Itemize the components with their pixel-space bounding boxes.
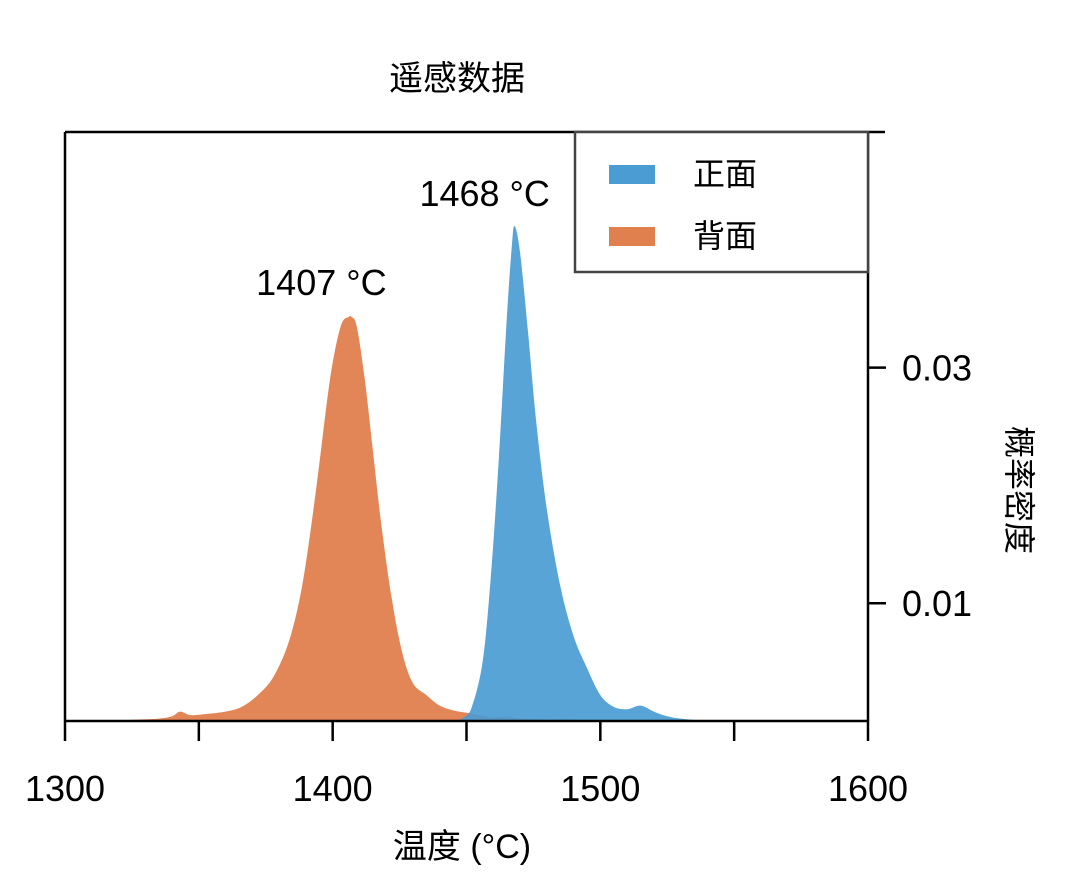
axes: 1300 1400 1500 1600 0.01 0.03 [25,130,972,809]
y-axis-label: 概率密度 [1001,426,1037,554]
density-area-front [455,225,708,721]
legend-swatch [609,227,655,246]
y-tick-label: 0.01 [902,583,972,624]
density-area-back [91,315,601,721]
chart-title: 遥感数据 [389,60,525,98]
legend-swatch [609,165,655,184]
legend-box [573,130,870,274]
x-axis-label: 温度 (°C) [393,828,531,866]
x-tick-label: 1400 [293,768,373,809]
x-tick-label: 1300 [25,768,105,809]
peak-annotation: 1468 °C [419,173,549,214]
annotations: 1468 °C 1407 °C [256,173,550,303]
plot-area [91,225,708,721]
legend-label: 正面 [693,156,757,192]
x-tick-label: 1600 [828,768,908,809]
peak-annotation: 1407 °C [256,262,386,303]
x-tick-label: 1500 [560,768,640,809]
y-tick-label: 0.03 [902,348,972,389]
legend-label: 背面 [693,218,757,254]
